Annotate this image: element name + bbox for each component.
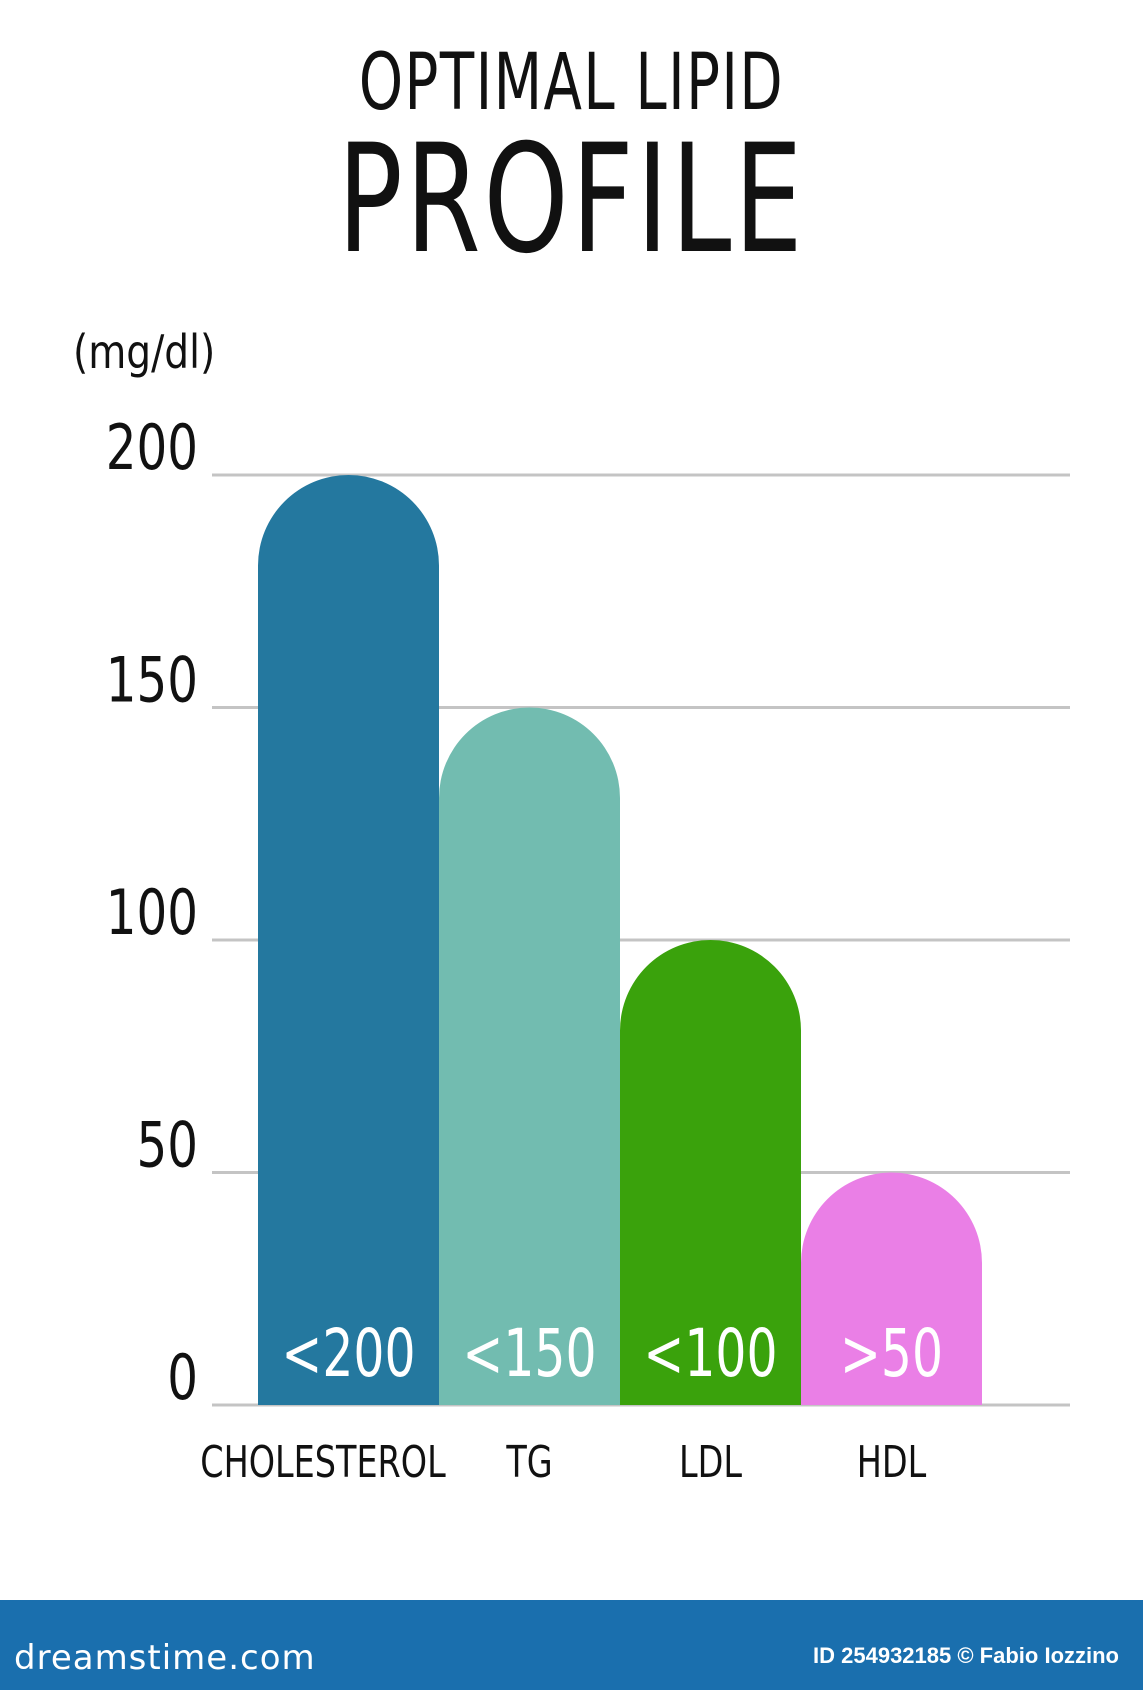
footer-credit: ID 254932185 © Fabio Iozzino [813, 1643, 1119, 1668]
y-tick-label: 200 [106, 412, 198, 484]
y-tick-label: 0 [167, 1342, 198, 1414]
x-category-label: HDL [857, 1438, 927, 1489]
footer-brand[interactable]: dreamstime.com [14, 1638, 316, 1678]
x-category-label: LDL [679, 1438, 742, 1489]
bar-tg [439, 707, 620, 1405]
y-axis-label: (mg/dl) [73, 326, 215, 380]
footer-brand-text: dreamstime.com [14, 1638, 316, 1678]
bar-cholesterol [258, 475, 439, 1406]
bar-data-label: >50 [840, 1315, 943, 1392]
x-category-label: CHOLESTEROL [200, 1438, 446, 1489]
y-tick-label: 100 [106, 877, 198, 949]
x-category-label: TG [505, 1438, 552, 1489]
footer-bar: dreamstime.com ID 254932185 © Fabio Iozz… [0, 1600, 1143, 1690]
bar-data-label: <100 [643, 1315, 777, 1392]
bar-chart: 0 50 100 150 200 (mg/dl) <200 CHOLESTEROL <150 TG… [73, 326, 1070, 1489]
chart-title: OPTIMAL LIPID [358, 38, 785, 128]
bar-ldl [620, 940, 801, 1405]
bar-hdl [801, 1172, 982, 1405]
y-tick-label: 50 [136, 1110, 198, 1182]
bar-data-label: <200 [281, 1315, 415, 1392]
bar-data-label: <150 [462, 1315, 596, 1392]
y-tick-label: 150 [106, 645, 198, 717]
chart-subtitle: PROFILE [337, 113, 806, 287]
